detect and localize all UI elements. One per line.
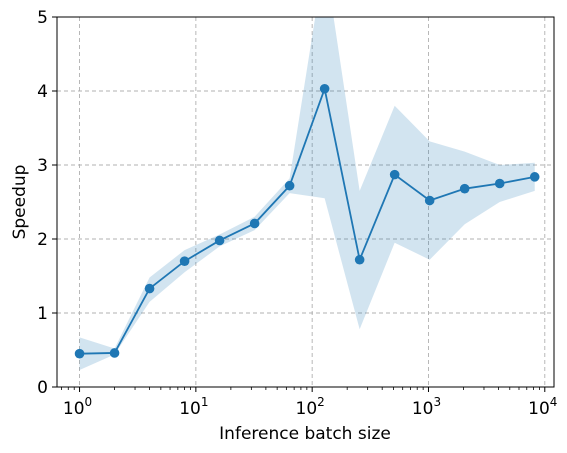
data-point bbox=[179, 256, 190, 267]
data-point bbox=[109, 348, 120, 358]
data-point bbox=[354, 254, 365, 265]
data-point bbox=[459, 183, 470, 194]
series-line-layer bbox=[79, 85, 535, 355]
data-point bbox=[74, 348, 85, 359]
data-point bbox=[389, 169, 400, 180]
data-point bbox=[249, 218, 260, 229]
data-point bbox=[494, 178, 505, 189]
data-point bbox=[424, 195, 435, 206]
data-point bbox=[144, 283, 155, 294]
data-point bbox=[284, 180, 295, 191]
x-tick-label: 101 bbox=[179, 395, 208, 419]
y-tick-label: 0 bbox=[37, 378, 48, 398]
x-tick-label: 103 bbox=[412, 395, 441, 419]
y-axis-label: Speedup bbox=[10, 165, 30, 240]
x-tick-label: 104 bbox=[528, 395, 557, 419]
x-axis-label: Inference batch size bbox=[219, 424, 391, 444]
marker-layer bbox=[74, 83, 540, 359]
data-point bbox=[214, 235, 225, 246]
y-tick-label: 2 bbox=[37, 230, 48, 250]
data-point bbox=[319, 83, 330, 94]
tick-layer: 0 1 2 3 4 5 100 101 102 103 104 bbox=[37, 8, 557, 419]
x-tick-label: 100 bbox=[63, 395, 92, 419]
y-tick-label: 1 bbox=[37, 304, 48, 324]
y-tick-label: 3 bbox=[37, 156, 48, 176]
y-tick-label: 4 bbox=[37, 82, 48, 102]
confidence-band bbox=[79, 17, 535, 370]
confidence-band-layer bbox=[79, 17, 535, 370]
plot-frame bbox=[56, 16, 555, 388]
x-tick-label: 102 bbox=[296, 395, 325, 419]
y-tick-label: 5 bbox=[37, 8, 48, 28]
data-point bbox=[529, 172, 540, 182]
series-line bbox=[79, 85, 535, 355]
